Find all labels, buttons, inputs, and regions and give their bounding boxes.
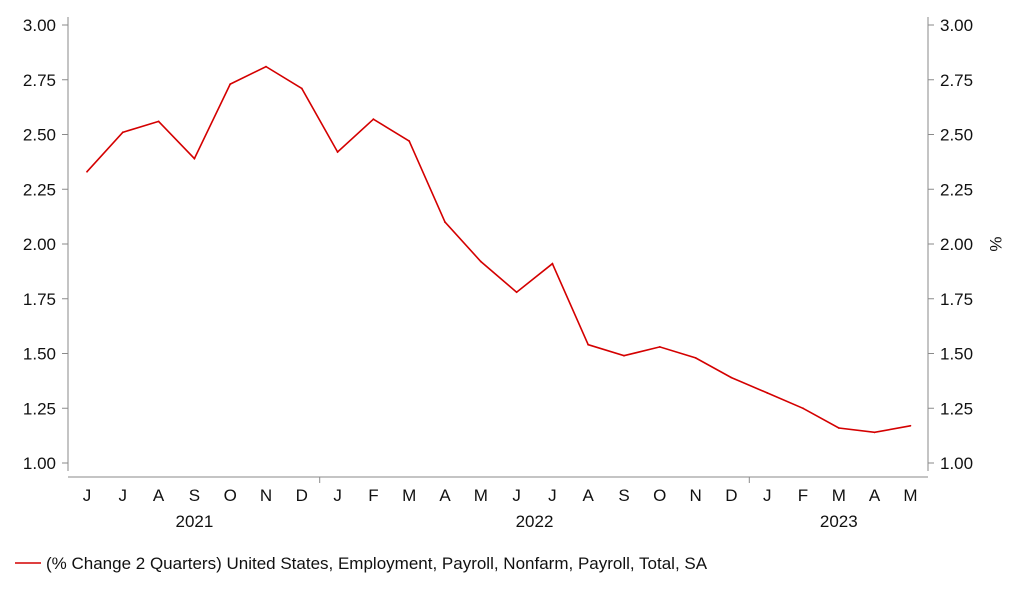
x-tick-label-month: A (439, 486, 451, 505)
x-tick-label-month: J (333, 486, 342, 505)
x-tick-label-month: M (903, 486, 917, 505)
x-tick-label-month: S (189, 486, 200, 505)
data-point (157, 120, 160, 123)
x-tick-label-month: M (474, 486, 488, 505)
y-tick-label-right: 1.00 (940, 454, 973, 473)
x-tick-label-year: 2022 (516, 512, 554, 531)
y-tick-label-right: 2.50 (940, 126, 973, 145)
axes-layer (67, 17, 929, 478)
x-tick-label-month: J (119, 486, 128, 505)
data-point (694, 356, 697, 359)
x-tick-label-year: 2021 (175, 512, 213, 531)
data-point (300, 87, 303, 90)
data-point (837, 427, 840, 429)
data-point (372, 118, 375, 121)
x-tick-label-month: D (296, 486, 308, 505)
legend: (% Change 2 Quarters) United States, Emp… (15, 554, 708, 573)
data-point (336, 151, 339, 153)
y-tick-label-left: 2.50 (23, 126, 56, 145)
data-point (265, 65, 267, 68)
y-tick-label-right: 1.50 (940, 345, 973, 364)
data-point (766, 392, 769, 394)
y-tick-label-right: 1.75 (940, 290, 973, 309)
data-point (515, 291, 518, 294)
data-point (479, 260, 482, 263)
x-tick-label-month: N (689, 486, 701, 505)
data-point (551, 262, 554, 265)
x-tick-label-month: A (869, 486, 881, 505)
x-tick-label-month: J (83, 486, 92, 505)
data-point (623, 354, 625, 357)
data-point (730, 376, 733, 379)
x-tick-label-month: S (618, 486, 629, 505)
x-tick-label-month: F (798, 486, 808, 505)
x-tick-label-month: A (583, 486, 595, 505)
series-line (86, 65, 911, 434)
legend-label: (% Change 2 Quarters) United States, Emp… (46, 554, 708, 573)
y-tick-label-left: 1.75 (23, 290, 56, 309)
x-tick-label-year: 2023 (820, 512, 858, 531)
y-tick-label-left: 2.75 (23, 71, 56, 90)
data-point (909, 424, 912, 427)
y-tick-label-left: 1.25 (23, 399, 56, 418)
data-point (873, 431, 876, 434)
y-tick-label-right: 1.25 (940, 399, 973, 418)
data-point (587, 343, 590, 346)
y-tick-label-right: 2.75 (940, 71, 973, 90)
x-tick-label-month: D (725, 486, 737, 505)
x-tick-label-month: F (368, 486, 378, 505)
x-tick-label-month: O (224, 486, 237, 505)
data-point (86, 170, 88, 173)
x-tick-label-month: A (153, 486, 165, 505)
x-tick-label-month: N (260, 486, 272, 505)
y-tick-label-left: 1.00 (23, 454, 56, 473)
y-tick-label-right: 3.00 (940, 16, 973, 35)
data-point (444, 221, 446, 224)
data-point (121, 131, 124, 134)
y-tick-label-right: 2.25 (940, 180, 973, 199)
x-tick-label-month: J (512, 486, 521, 505)
y-tick-label-left: 2.25 (23, 180, 56, 199)
series-layer (86, 65, 912, 434)
x-tick-label-month: M (832, 486, 846, 505)
data-point (658, 346, 661, 348)
x-tick-label-month: M (402, 486, 416, 505)
y-tick-label-left: 3.00 (23, 16, 56, 35)
data-point (408, 140, 411, 142)
y-tick-label-right: 2.00 (940, 235, 973, 254)
data-point (193, 157, 196, 160)
data-point (802, 407, 804, 410)
data-point (229, 83, 232, 86)
ticks-layer: 1.00 1.00 1.25 1.25 1.50 1.50 1.75 1.75 2.00 2.00… (23, 16, 1005, 531)
y-tick-label-left: 2.00 (23, 235, 56, 254)
y-tick-label-left: 1.50 (23, 345, 56, 364)
y-axis-right-unit: % (986, 236, 1005, 251)
x-tick-label-month: O (653, 486, 666, 505)
x-tick-label-month: J (763, 486, 772, 505)
x-tick-label-month: J (548, 486, 557, 505)
